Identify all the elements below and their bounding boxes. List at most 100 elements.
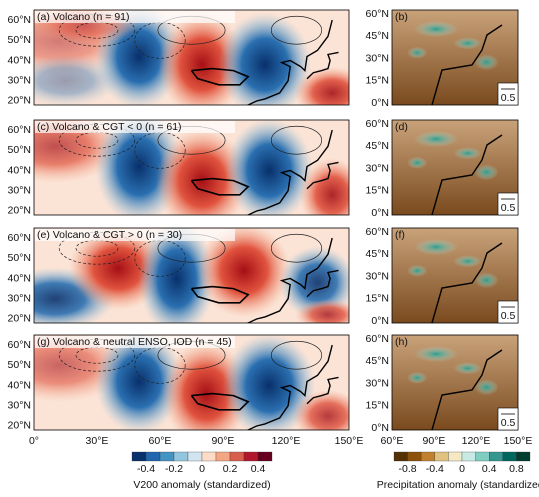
label-bg bbox=[35, 229, 235, 241]
lat-label: 45°N bbox=[366, 30, 389, 42]
lat-label: 40°N bbox=[8, 54, 31, 66]
plateau bbox=[190, 67, 250, 86]
panel-label: (a) Volcano (n = 91) bbox=[37, 11, 130, 23]
coastline bbox=[431, 24, 503, 105]
lat-label: 40°N bbox=[8, 379, 31, 391]
wet-patch bbox=[407, 264, 428, 277]
coastline bbox=[306, 161, 339, 190]
lat-label: 60°N bbox=[366, 8, 389, 20]
colorbar-cell bbox=[229, 451, 245, 462]
wet-patch bbox=[407, 156, 428, 169]
lat-label: 30°N bbox=[8, 293, 31, 305]
colorbar-tick: 0 bbox=[199, 463, 205, 475]
anomaly bbox=[225, 120, 313, 215]
colorbar-cell bbox=[421, 451, 435, 462]
colorbar-cell bbox=[187, 451, 203, 462]
lon-label: 90°E bbox=[212, 435, 235, 447]
coastline bbox=[246, 129, 333, 215]
map-frame bbox=[33, 9, 350, 106]
lat-label: 60°N bbox=[366, 333, 389, 345]
precip-map bbox=[392, 335, 518, 430]
anomaly bbox=[155, 128, 249, 215]
lat-label: 50°N bbox=[8, 34, 31, 46]
lat-label: 30°N bbox=[8, 75, 31, 87]
colorbar-cell bbox=[145, 451, 161, 462]
contour bbox=[270, 340, 323, 370]
lat-label: 60°N bbox=[366, 226, 389, 238]
colorbar-tick: 0.4 bbox=[251, 463, 266, 475]
coastline bbox=[246, 237, 333, 323]
map-frame bbox=[33, 227, 350, 324]
colorbar-tick: -0.4 bbox=[137, 463, 155, 475]
plateau bbox=[190, 177, 250, 196]
panel-label: (b) bbox=[395, 11, 408, 23]
lon-label: 30°E bbox=[86, 435, 109, 447]
panel-label: (e) Volcano & CGT > 0 (n = 30) bbox=[37, 229, 182, 241]
wet-patch bbox=[474, 54, 499, 71]
lon-label: 60°E bbox=[149, 435, 172, 447]
wet-patch bbox=[474, 272, 499, 289]
lat-label: 30°N bbox=[366, 270, 389, 282]
panel-label: (h) bbox=[395, 336, 408, 348]
vector-scale: 0.5 bbox=[501, 417, 516, 429]
colorbar-cell bbox=[131, 451, 147, 462]
anomaly bbox=[95, 335, 183, 430]
wet-patch bbox=[414, 131, 459, 147]
wet-patch bbox=[414, 239, 459, 255]
coastline bbox=[431, 242, 503, 323]
panel-label: (c) Volcano & CGT < 0 (n = 61) bbox=[37, 121, 182, 133]
colorbar-tick: -0.8 bbox=[399, 463, 417, 475]
lat-label: 40°N bbox=[8, 272, 31, 284]
label-bg bbox=[35, 121, 235, 133]
anomaly bbox=[34, 10, 142, 45]
contour bbox=[270, 233, 323, 263]
lat-label: 30°N bbox=[366, 377, 389, 389]
lat-label: 20°N bbox=[8, 205, 31, 217]
coastline bbox=[306, 269, 339, 298]
vector-key bbox=[497, 192, 519, 216]
colorbar-cell bbox=[502, 451, 517, 462]
lon-label: 90°E bbox=[423, 435, 446, 447]
precip-map bbox=[392, 10, 518, 105]
coastline bbox=[306, 51, 339, 80]
coastline bbox=[306, 376, 339, 405]
wet-patch bbox=[414, 21, 459, 37]
wet-patch bbox=[453, 37, 482, 50]
lat-label: 30°N bbox=[8, 400, 31, 412]
colorbar-title: Precipitation anomaly (standardized) bbox=[377, 479, 539, 491]
colorbar-cell bbox=[159, 451, 175, 462]
lat-label: 30°N bbox=[366, 162, 389, 174]
colorbar-cell bbox=[461, 451, 476, 462]
colorbar-cell bbox=[407, 451, 422, 462]
lat-label: 15°N bbox=[366, 185, 389, 197]
vector-key bbox=[497, 300, 519, 324]
wet-patch bbox=[453, 255, 482, 268]
vector-key bbox=[497, 82, 519, 106]
map-frame bbox=[33, 119, 350, 216]
wet-patch bbox=[407, 46, 428, 59]
lat-label: 60°N bbox=[366, 118, 389, 130]
wet-patch bbox=[474, 164, 499, 181]
lat-label: 0°N bbox=[371, 207, 389, 219]
vector-key bbox=[497, 407, 519, 431]
colorbar-tick: -0.2 bbox=[165, 463, 183, 475]
colorbar-cell bbox=[434, 451, 449, 462]
colorbar-cell bbox=[393, 451, 408, 462]
lon-label: 120°E bbox=[462, 435, 491, 447]
lat-label: 15°N bbox=[366, 75, 389, 87]
lat-label: 15°N bbox=[366, 293, 389, 305]
colorbar-tick: 0.8 bbox=[509, 463, 524, 475]
map-frame bbox=[391, 227, 519, 324]
v200-map bbox=[34, 120, 349, 215]
lat-label: 60°N bbox=[8, 124, 31, 136]
map-frame bbox=[391, 9, 519, 106]
map-frame bbox=[33, 334, 350, 431]
lat-label: 20°N bbox=[8, 95, 31, 107]
lat-label: 30°N bbox=[8, 185, 31, 197]
label-bg bbox=[35, 11, 235, 23]
v200-map bbox=[34, 228, 349, 323]
lat-label: 0°N bbox=[371, 315, 389, 327]
plateau bbox=[190, 285, 250, 304]
colorbar-tick: 0 bbox=[459, 463, 465, 475]
colorbar-tick: 0.2 bbox=[223, 463, 238, 475]
